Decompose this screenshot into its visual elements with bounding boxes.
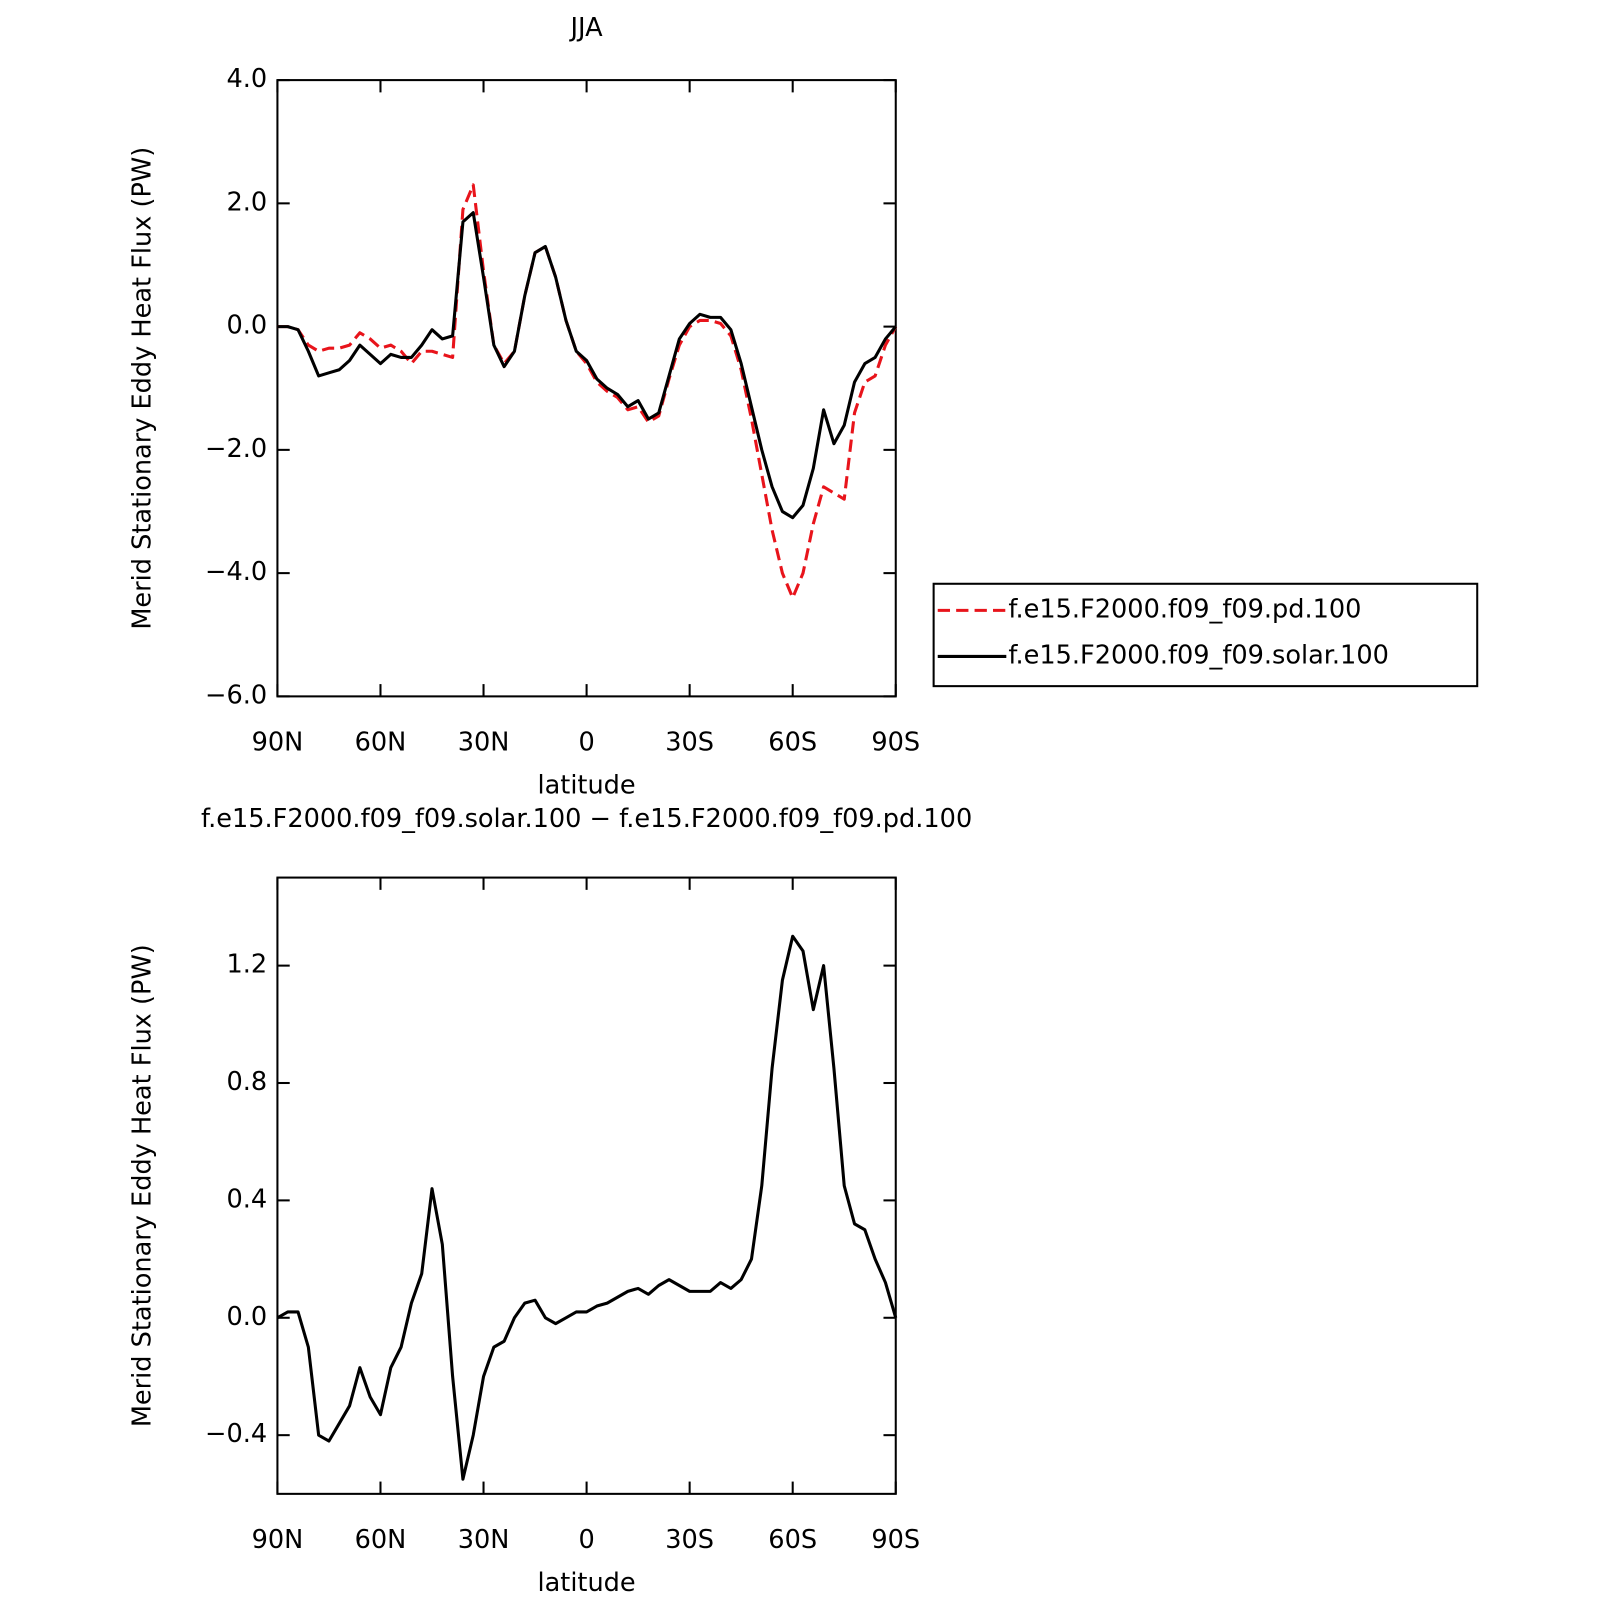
y-tick-label: 0.4: [227, 1184, 268, 1214]
data-line: [277, 183, 898, 600]
x-axis-label: latitude: [538, 770, 636, 800]
y-axis-label: Merid Stationary Eddy Heat Flux (PW): [127, 147, 157, 630]
x-tick-label: 90N: [252, 727, 304, 757]
y-tick-label: 0.0: [227, 1302, 268, 1332]
y-tick-label: −4.0: [205, 557, 267, 587]
y-tick-label: −2.0: [205, 434, 267, 464]
x-tick-label: 60N: [355, 1525, 407, 1555]
chart-title: JJA: [569, 13, 604, 43]
x-tick-label: 90S: [871, 727, 920, 757]
x-tick-label: 0: [578, 727, 594, 757]
x-tick-label: 90N: [252, 1525, 304, 1555]
legend-label: f.e15.F2000.f09_f09.pd.100: [1008, 594, 1361, 624]
legend-box: [932, 582, 1479, 688]
x-tick-label: 60S: [768, 1525, 817, 1555]
x-tick-label: 60S: [768, 727, 817, 757]
y-tick-label: 1.2: [227, 950, 268, 980]
legend-label: f.e15.F2000.f09_f09.solar.100: [1008, 640, 1389, 670]
y-tick-label: 4.0: [227, 64, 268, 94]
x-tick-label: 0: [578, 1525, 594, 1555]
data-line: [276, 934, 898, 1481]
x-axis-label: latitude: [538, 1568, 636, 1598]
y-axis-label: Merid Stationary Eddy Heat Flux (PW): [127, 944, 157, 1427]
x-tick-label: 30N: [458, 727, 510, 757]
y-tick-label: 0.8: [227, 1067, 268, 1097]
y-tick-label: −0.4: [205, 1419, 267, 1449]
plot-frame: [276, 876, 897, 1495]
plot-frame: [276, 79, 897, 698]
y-tick-label: 2.0: [227, 187, 268, 217]
data-line: [277, 211, 897, 520]
x-tick-label: 30S: [665, 727, 714, 757]
x-tick-label: 60N: [355, 727, 407, 757]
y-tick-label: −6.0: [205, 680, 267, 710]
x-tick-label: 90S: [871, 1525, 920, 1555]
x-tick-label: 30N: [458, 1525, 510, 1555]
chart-title: f.e15.F2000.f09_f09.solar.100 − f.e15.F2…: [201, 804, 972, 834]
y-tick-label: 0.0: [227, 311, 268, 341]
x-tick-label: 30S: [665, 1525, 714, 1555]
